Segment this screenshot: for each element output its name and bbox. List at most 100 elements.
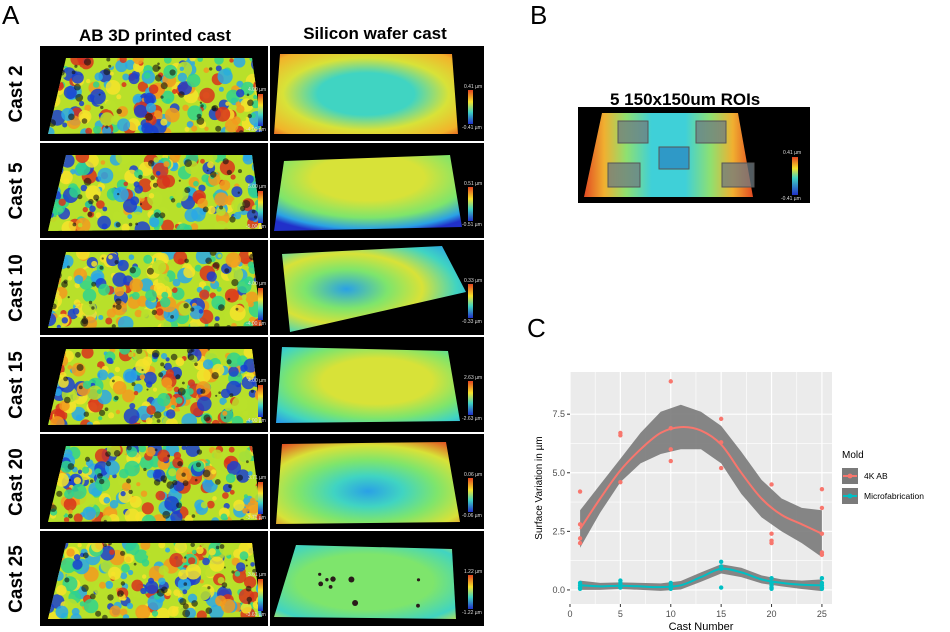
data-point: [769, 482, 774, 487]
panel-label-a: A: [2, 0, 20, 30]
ab-colorbar: [258, 191, 263, 223]
y-tick-label: 0.0: [552, 585, 565, 595]
row-label-cast: Cast 2: [6, 64, 27, 123]
data-point: [668, 458, 673, 464]
silicon-colorbar-bottom-label: -0.33 µm: [462, 319, 482, 325]
silicon-surface-tile: 0.41 µm -0.41 µm: [270, 46, 484, 141]
data-point: [577, 489, 583, 494]
column-title-silicon: Silicon wafer cast: [303, 24, 447, 43]
data-point: [577, 522, 583, 527]
silicon-colorbar-bottom-label: -0.51 µm: [462, 222, 482, 228]
data-point: [769, 586, 774, 591]
row-label-cast: Cast 20: [6, 447, 27, 516]
y-tick-label: 2.5: [552, 526, 565, 536]
ab-colorbar-bottom-label: -4.00 µm: [246, 321, 266, 327]
silicon-surface: [274, 54, 458, 134]
silicon-surface-tile: 0.06 µm -0.06 µm: [270, 434, 484, 529]
ab-surface-tile: 3.71 µm -3.71 µm: [40, 434, 268, 529]
silicon-colorbar-bottom-label: -1.22 µm: [462, 610, 482, 616]
y-axis-title: Surface Variation in µm: [534, 436, 545, 539]
data-point: [618, 433, 623, 438]
data-point: [819, 552, 825, 557]
legend-label: Microfabrication: [864, 491, 924, 501]
data-point: [618, 479, 623, 485]
ab-colorbar: [258, 385, 263, 417]
data-point: [718, 585, 724, 590]
roi-box-5: [721, 162, 755, 188]
data-point: [769, 576, 774, 581]
silicon-colorbar-top-label: 0.51 µm: [464, 181, 483, 187]
ab-colorbar-bottom-label: -4.00 µm: [246, 418, 266, 424]
x-tick-label: 10: [666, 609, 676, 619]
ab-colorbar-bottom-label: -3.71 µm: [246, 515, 266, 521]
roi-box-4: [607, 162, 641, 188]
data-point: [718, 440, 724, 445]
legend-label: 4K AB: [864, 471, 888, 481]
silicon-colorbar-bottom-label: -0.41 µm: [462, 125, 482, 131]
roi-box-2: [695, 120, 727, 144]
silicon-colorbar-top-label: 2.63 µm: [464, 375, 483, 381]
surface-variation-chart: 0 5 10 15 20 25 0.0 2.5 5.0 7.5 Cast Number Surface…: [534, 372, 924, 632]
silicon-colorbar: [468, 381, 473, 415]
data-point: [819, 586, 825, 591]
data-point: [819, 486, 825, 492]
ab-colorbar-top-label: 4.00 µm: [248, 87, 267, 93]
data-point: [769, 540, 774, 546]
ab-surface-tile: 5.00 µm -5.00 µm: [40, 143, 268, 238]
ab-colorbar-bottom-label: -4.00 µm: [246, 127, 266, 133]
x-tick-label: 15: [716, 609, 726, 619]
ab-colorbar-top-label: 4.00 µm: [248, 378, 267, 384]
row-label-cast: Cast 25: [6, 544, 27, 613]
ab-surface-tile: 4.00 µm -4.00 µm: [40, 46, 268, 141]
silicon-colorbar: [468, 284, 473, 318]
data-point: [668, 426, 673, 431]
data-point: [668, 586, 673, 591]
ab-colorbar: [258, 94, 263, 126]
panel-label-b: B: [530, 0, 548, 30]
data-point: [668, 379, 673, 384]
legend-key-point: [847, 493, 853, 499]
ab-surface-tile: 3.61 µm -3.61 µm: [40, 531, 268, 626]
silicon-surface-tile: 1.22 µm -1.22 µm: [270, 531, 484, 626]
silicon-colorbar: [468, 575, 473, 609]
data-point: [668, 447, 673, 452]
confidence-band: [580, 404, 822, 558]
x-tick-label: 0: [567, 609, 572, 619]
data-point: [819, 531, 825, 536]
x-tick-label: 20: [767, 609, 777, 619]
silicon-colorbar-top-label: 1.22 µm: [464, 569, 483, 575]
data-point: [718, 465, 724, 471]
roi-box-3: [658, 146, 690, 170]
silicon-surface: [276, 442, 460, 524]
row-label-cast: Cast 10: [6, 253, 27, 322]
silicon-surface-tile: 0.33 µm -0.33 µm: [270, 240, 484, 335]
data-point: [769, 531, 774, 536]
roi-title: 5 150x150um ROIs: [610, 90, 761, 109]
silicon-colorbar: [468, 478, 473, 512]
data-point: [819, 505, 825, 511]
data-point: [718, 559, 724, 565]
silicon-surface: [276, 347, 460, 423]
ab-colorbar-top-label: 4.00 µm: [248, 281, 267, 287]
data-point: [618, 585, 623, 590]
silicon-surface: [282, 246, 466, 332]
silicon-surface: [274, 545, 456, 619]
legend-title: Mold: [842, 450, 864, 461]
data-point: [577, 540, 583, 546]
ab-surface-tile: 4.00 µm -4.00 µm: [40, 337, 268, 432]
ab-colorbar-top-label: 3.71 µm: [248, 475, 267, 481]
silicon-colorbar-bottom-label: -0.06 µm: [462, 513, 482, 519]
silicon-colorbar: [468, 90, 473, 124]
silicon-surface-tile: 0.51 µm -0.51 µm: [270, 143, 484, 238]
roi-image: 0.41 µm -0.41 µm: [578, 107, 810, 203]
row-label-cast: Cast 15: [6, 350, 27, 419]
data-point: [819, 576, 825, 581]
ab-colorbar: [258, 482, 263, 514]
data-point: [718, 566, 724, 572]
y-tick-label: 7.5: [552, 409, 565, 419]
data-point: [577, 586, 583, 591]
silicon-surface-tile: 2.63 µm -2.63 µm: [270, 337, 484, 432]
panel-label-c: C: [527, 313, 546, 343]
legend-key-point: [847, 473, 853, 479]
silicon-colorbar: [468, 187, 473, 221]
